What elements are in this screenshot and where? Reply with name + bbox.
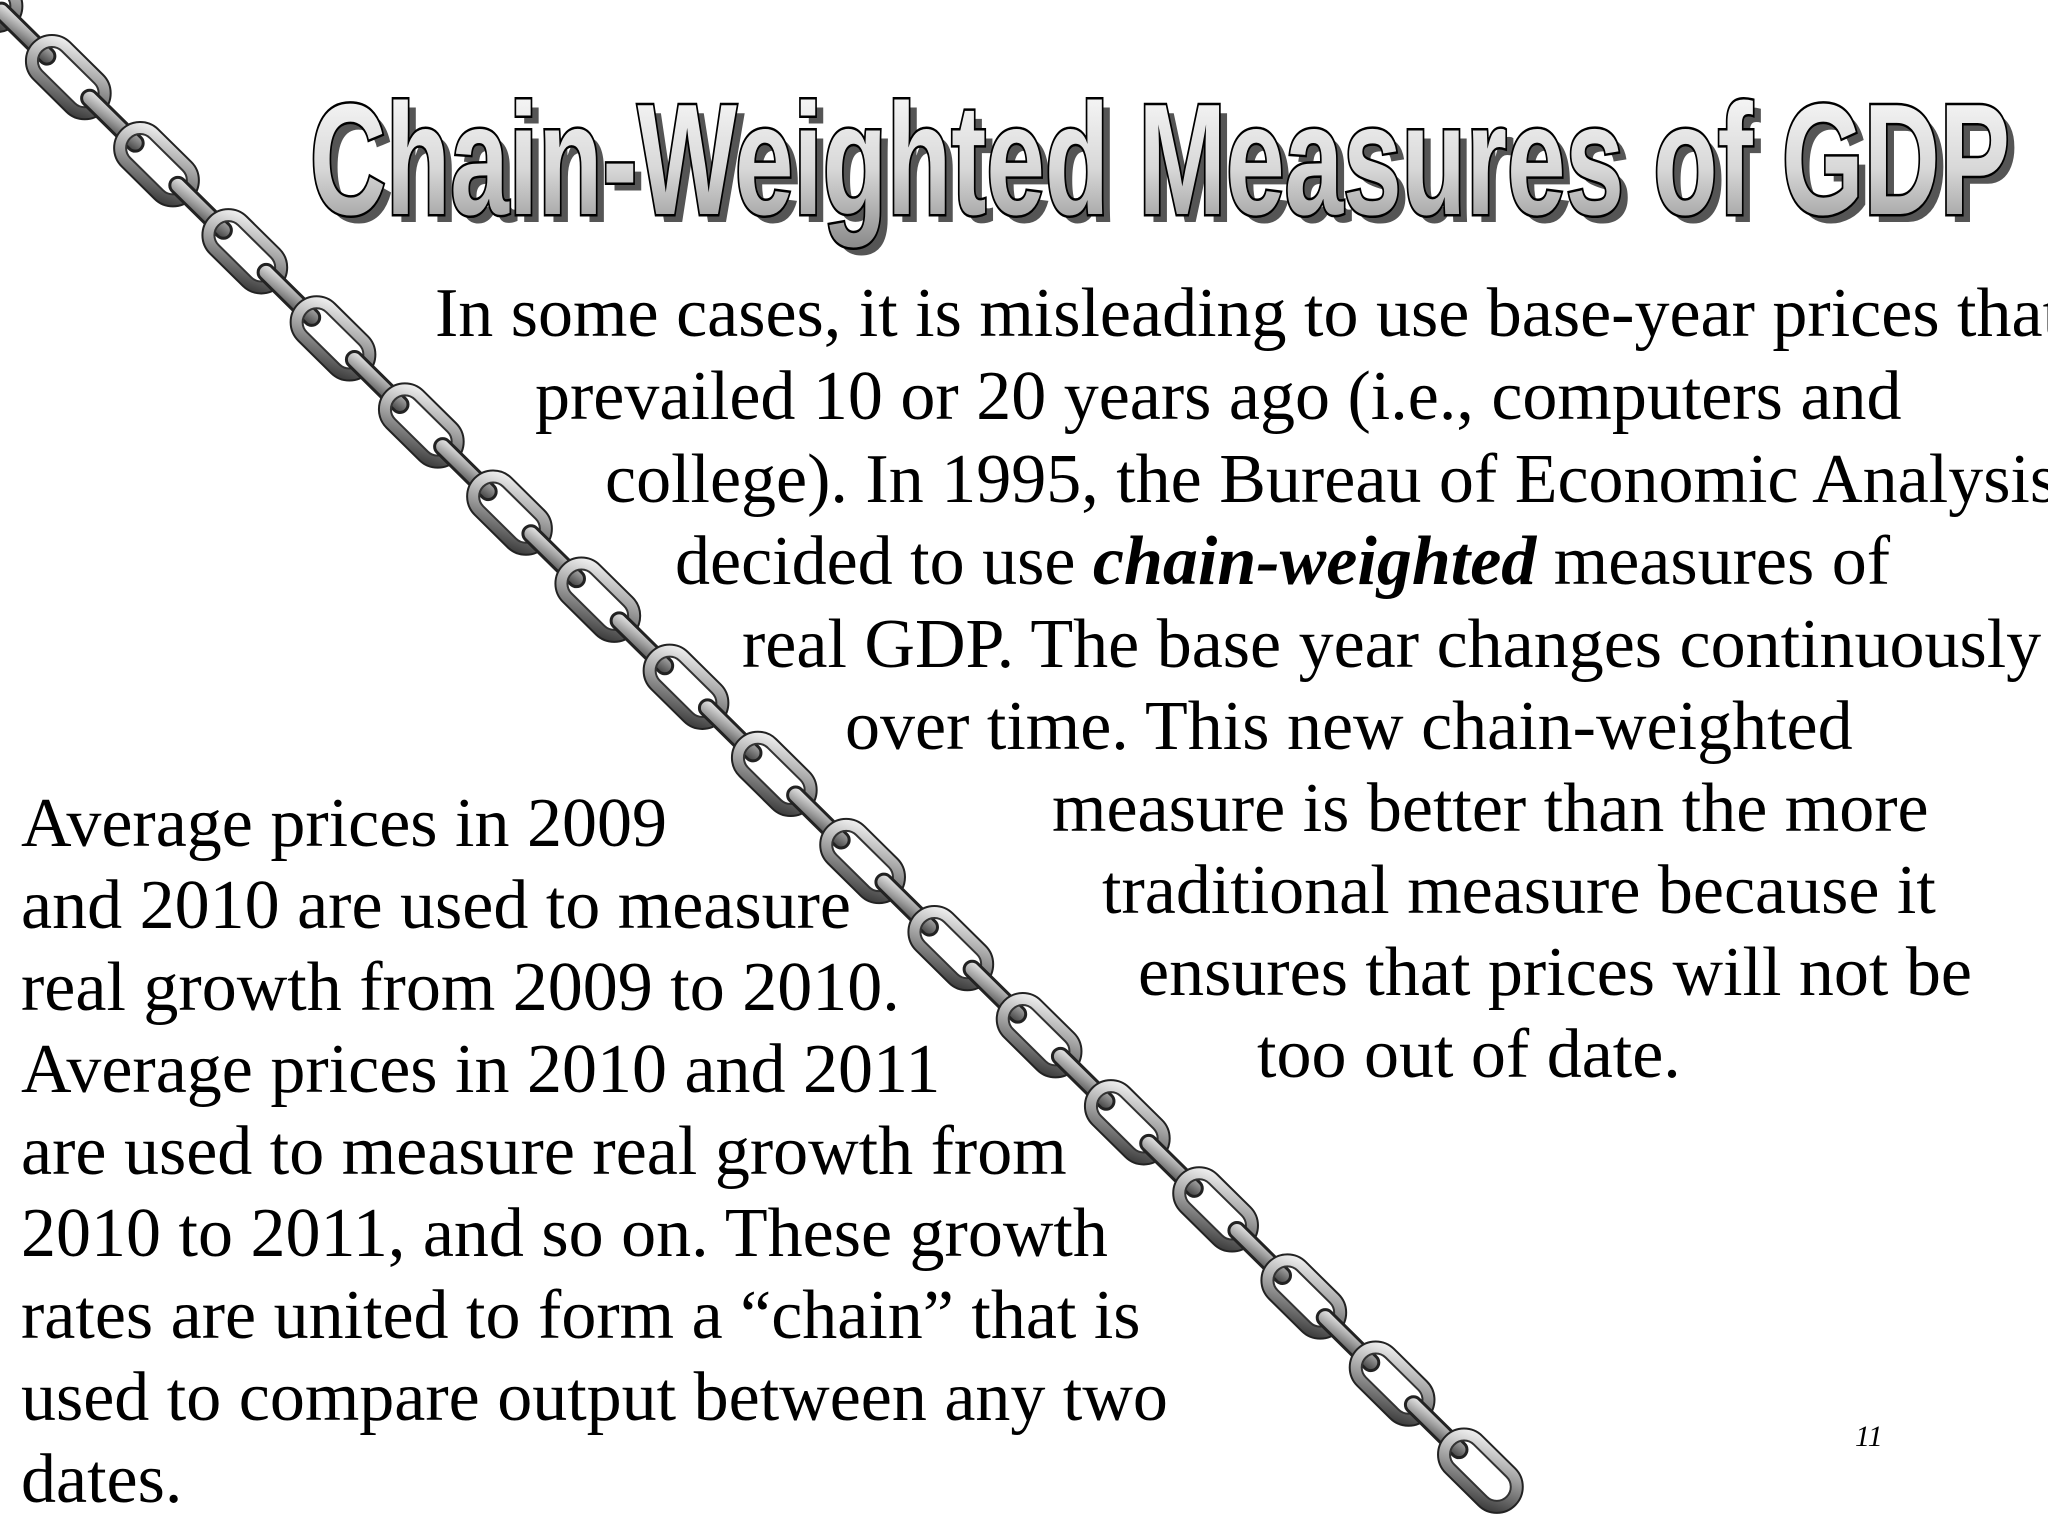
right-paragraph-line: too out of date.: [1257, 1016, 1681, 1093]
chain-link: [433, 437, 498, 502]
right-paragraph-line: prevailed 10 or 20 years ago (i.e., comp…: [535, 358, 1902, 435]
chain-link: [1315, 1308, 1381, 1373]
chain-link: [786, 785, 851, 850]
right-paragraph-line: In some cases, it is misleading to use b…: [435, 275, 2048, 352]
chain-link: [1227, 1221, 1292, 1285]
left-paragraph-line: dates.: [21, 1441, 183, 1518]
right-paragraph-line: decided to use chain-weighted measures o…: [675, 522, 1890, 602]
text-run: decided to use: [675, 523, 1093, 600]
chain-link: [521, 524, 586, 589]
slide-title-shadow: Chain-Weighted Measures of GDP: [318, 80, 2018, 256]
chain-link: [1139, 1133, 1204, 1198]
left-paragraph-line: rates are united to form a “chain” that …: [21, 1277, 1141, 1354]
chain-link: [697, 698, 763, 763]
right-paragraph-line: over time. This new chain-weighted: [845, 688, 1853, 765]
right-paragraph-line: ensures that prices will not be: [1138, 934, 1972, 1011]
chain-link: [962, 959, 1028, 1024]
text-run: measures of: [1536, 523, 1891, 600]
chain-link: [1050, 1046, 1116, 1111]
right-paragraph-line: measure is better than the more: [1052, 770, 1929, 847]
chain-link: [874, 872, 939, 937]
right-paragraph-line: traditional measure because it: [1102, 852, 1936, 929]
left-paragraph-line: used to compare output between any two: [21, 1359, 1168, 1436]
slide-title-graphic: Chain-Weighted Measures of GDP Chain-Wei…: [308, 70, 2019, 257]
right-paragraph-line: real GDP. The base year changes continuo…: [742, 606, 2042, 683]
chain-weighted-emphasis: chain-weighted: [1092, 523, 1537, 600]
chain-link: [609, 611, 675, 676]
chain-link: [1403, 1395, 1469, 1460]
left-paragraph-line: and 2010 are used to measure: [21, 867, 851, 944]
slide-title: Chain-Weighted Measures of GDP: [310, 72, 2010, 248]
right-paragraph-line: college). In 1995, the Bureau of Economi…: [605, 441, 2048, 518]
page-number: 11: [1855, 1420, 1883, 1453]
left-paragraph-line: 2010 to 2011, and so on. These growth: [21, 1195, 1108, 1272]
left-paragraph-line: real growth from 2009 to 2010.: [21, 949, 900, 1026]
left-paragraph-line: Average prices in 2009: [21, 785, 667, 862]
chain-link: [1437, 1427, 1524, 1514]
left-paragraph-line: Average prices in 2010 and 2011: [21, 1031, 941, 1108]
left-paragraph-line: are used to measure real growth from: [21, 1113, 1067, 1190]
chain-link: [344, 350, 410, 414]
